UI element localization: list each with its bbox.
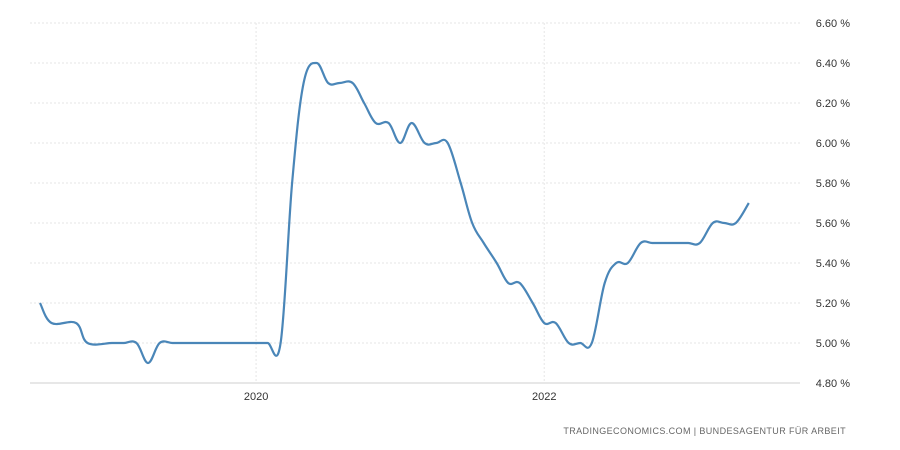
y-tick-label: 6.40 % [816, 58, 850, 70]
y-tick-label: 5.40 % [816, 258, 850, 270]
source-attribution: TRADINGECONOMICS.COM | BUNDESAGENTUR FÜR… [563, 426, 846, 436]
grid-layer [30, 22, 800, 384]
series-line [39, 61, 750, 365]
x-tick-label: 2020 [244, 391, 268, 403]
y-tick-label: 5.60 % [816, 218, 850, 230]
y-tick-label: 6.00 % [816, 138, 850, 150]
x-grid-layer [255, 23, 545, 383]
y-tick-label: 5.80 % [816, 178, 850, 190]
y-tick-label: 5.20 % [816, 298, 850, 310]
x-tick-labels: 2020 2022 [244, 391, 557, 403]
series-layer [39, 61, 750, 365]
y-tick-labels: 4.80 % 5.00 % 5.20 % 5.40 % 5.60 % 5.80 % 6.00… [816, 18, 850, 390]
y-tick-label: 6.20 % [816, 98, 850, 110]
y-tick-label: 5.00 % [816, 338, 850, 350]
y-tick-label: 4.80 % [816, 378, 850, 390]
y-tick-label: 6.60 % [816, 18, 850, 30]
x-tick-label: 2022 [532, 391, 556, 403]
